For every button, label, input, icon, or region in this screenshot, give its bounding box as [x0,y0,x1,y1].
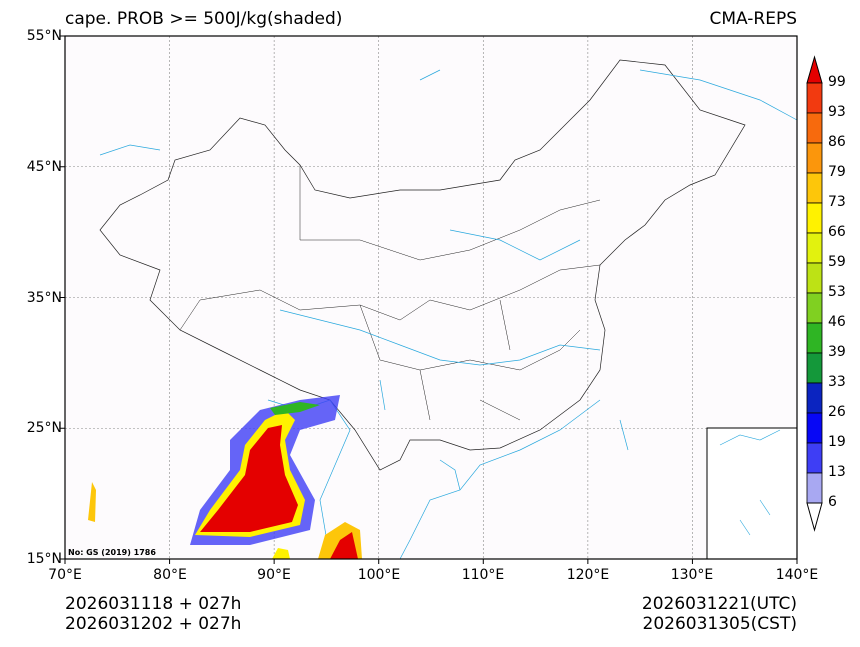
colorbar-label: 53 [828,284,846,300]
prob-shade-red [330,532,358,559]
colorbar-label: 26 [828,404,846,420]
gridlines [65,36,797,559]
colorbar-label: 79 [828,164,846,180]
coastlines-rivers [99,69,798,560]
lat-label: 45°N [26,159,62,175]
lat-label: 35°N [26,290,62,306]
lat-label: 25°N [26,420,62,436]
colorbar-band [806,442,823,474]
valid-time-utc: 2026031221(UTC) [641,594,797,614]
colorbar-band [806,112,823,144]
lon-label: 110°E [461,567,505,583]
colorbar-band [806,262,823,294]
map-title: cape. PROB >= 500J/kg(shaded) [65,9,343,29]
south-china-sea-inset [706,427,798,560]
colorbar-band [806,202,823,234]
colorbar-label: 86 [828,134,846,150]
lon-label: 80°E [153,567,187,583]
lon-label: 140°E [775,567,819,583]
init-time-utc: 2026031118 + 027h [65,594,242,614]
colorbar-label: 73 [828,194,846,210]
lat-label: 55°N [26,28,62,44]
colorbar-label: 46 [828,314,846,330]
colorbar-label: 59 [828,254,846,270]
valid-time-cst: 2026031305(CST) [642,614,797,634]
colorbar-label: 66 [828,224,846,240]
init-time-cst: 2026031202 + 027h [65,614,242,634]
lon-label: 70°E [48,567,82,583]
prob-shade-yellow [272,548,290,559]
colorbar-label: 93 [828,104,846,120]
colorbar-label: 99 [828,74,846,90]
lat-label: 15°N [26,551,62,567]
colorbar-label: 39 [828,344,846,360]
colorbar-band [806,472,823,504]
prob-shade-green [270,402,320,415]
colorbar-over-triangle [806,55,823,84]
colorbar-band [806,142,823,174]
colorbar-under-triangle [806,502,823,532]
prob-shade-orange [88,482,96,522]
colorbar-band [806,382,823,414]
prob-shade-red [200,425,298,532]
colorbar-label: 13 [828,464,846,480]
lon-label: 120°E [566,567,610,583]
inset-coastline [719,429,781,536]
lon-label: 130°E [670,567,714,583]
init-time-block: 2026031118 + 027h 2026031202 + 027h [65,594,241,634]
colorbar-band [806,412,823,444]
source-label: CMA-REPS [709,9,797,29]
map-approval-number: No: GS (2019) 1786 [68,548,156,557]
colorbar-band [806,352,823,384]
colorbar-label: 33 [828,374,846,390]
lon-label: 100°E [357,567,401,583]
colorbar-band [806,292,823,324]
colorbar-label: 19 [828,434,846,450]
colorbar-band [806,82,823,114]
colorbar-band [806,172,823,204]
colorbar-label: 6 [828,494,837,510]
colorbar-band [806,232,823,264]
colorbar-band [806,322,823,354]
colorbar [806,55,823,532]
lon-label: 90°E [257,567,291,583]
valid-time-block: 2026031221(UTC) 2026031305(CST) [642,594,797,634]
province-borders [179,165,601,421]
